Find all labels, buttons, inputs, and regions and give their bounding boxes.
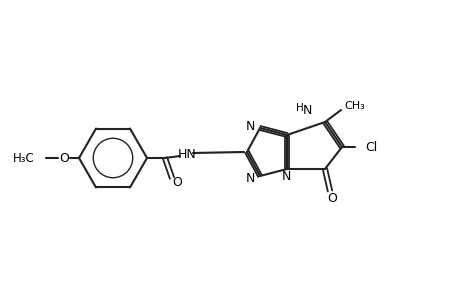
Text: O: O bbox=[326, 193, 336, 206]
Text: O: O bbox=[59, 152, 69, 164]
Text: N: N bbox=[245, 172, 254, 184]
Text: Cl: Cl bbox=[364, 140, 376, 154]
Text: N: N bbox=[281, 170, 290, 184]
Text: H₃C: H₃C bbox=[13, 152, 35, 164]
Text: HN: HN bbox=[177, 148, 196, 160]
Text: CH₃: CH₃ bbox=[343, 101, 364, 111]
Text: O: O bbox=[172, 176, 182, 188]
Text: N: N bbox=[302, 103, 311, 116]
Text: H: H bbox=[296, 103, 303, 113]
Text: N: N bbox=[245, 119, 254, 133]
